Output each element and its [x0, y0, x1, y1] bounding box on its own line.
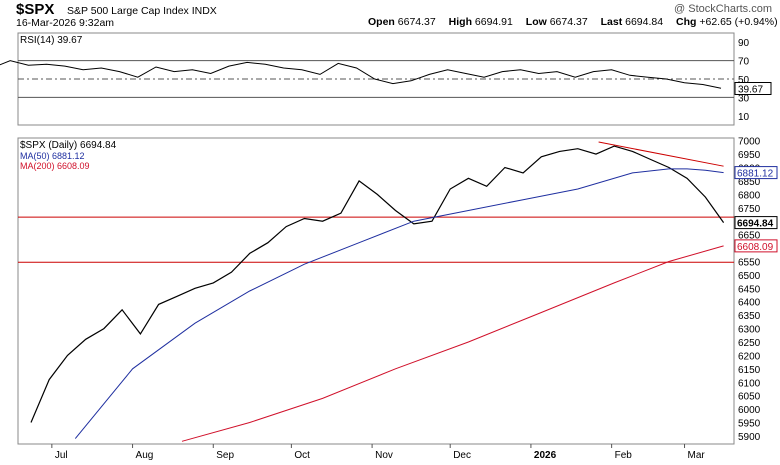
rsi-title: RSI(14) 39.67 — [20, 35, 83, 46]
series-ma-200- — [181, 245, 724, 442]
price-tick-label: 6000 — [738, 405, 761, 416]
trendline — [598, 141, 724, 167]
legend-ma50: MA(50) 6881.12 — [20, 151, 85, 161]
x-tick-label: Sep — [216, 450, 234, 461]
price-tick-label: 6950 — [738, 150, 761, 161]
price-tick-label: 6300 — [738, 325, 761, 336]
rsi-last-box — [734, 82, 772, 96]
series--spx-daily- — [30, 145, 725, 423]
rsi-tick-label: 90 — [738, 38, 750, 49]
last-label-ma50: 6881.12 — [737, 169, 774, 180]
x-tick-label: Feb — [615, 450, 633, 461]
quote-date: 16-Mar-2026 9:32am — [16, 17, 115, 29]
price-tick-label: 6800 — [738, 190, 761, 201]
last-box-price — [734, 216, 778, 230]
legend-price: $SPX (Daily) 6694.84 — [20, 140, 117, 151]
watermark: @ StockCharts.com — [674, 3, 772, 15]
x-tick-label: Aug — [136, 450, 154, 461]
high-label: High — [448, 16, 472, 28]
last-value: 6694.84 — [625, 16, 664, 28]
price-tick-label: 6200 — [738, 351, 761, 362]
series-ma-50- — [74, 168, 724, 439]
price-frame — [17, 137, 735, 445]
price-tick-label: 6150 — [738, 365, 761, 376]
rsi-tick-label: 30 — [738, 93, 750, 104]
price-tick-label: 6450 — [738, 284, 761, 295]
x-tick-label: Oct — [294, 450, 310, 461]
price-tick-label: 6250 — [738, 338, 761, 349]
index-name: S&P 500 Large Cap Index INDX — [67, 5, 217, 17]
rsi-tick-label: 70 — [738, 57, 750, 68]
high-value: 6694.91 — [474, 16, 513, 28]
low-value: 6674.37 — [549, 16, 588, 28]
price-tick-label: 6050 — [738, 392, 761, 403]
price-tick-label: 6650 — [738, 231, 761, 242]
rsi-line — [0, 60, 722, 89]
x-tick-label: 2026 — [534, 450, 557, 461]
chg-value: +62.65 (+0.94%) — [699, 16, 778, 28]
price-tick-label: 6400 — [738, 298, 761, 309]
price-tick-label: 6500 — [738, 271, 761, 282]
symbol-title: $SPX — [16, 1, 55, 18]
x-tick-label: Mar — [688, 450, 706, 461]
chg-label: Chg — [676, 16, 697, 28]
open-label: Open — [368, 16, 395, 28]
price-tick-label: 6850 — [738, 177, 761, 188]
price-tick-label: 7000 — [738, 137, 761, 148]
x-tick-label: Jul — [55, 450, 68, 461]
chart-header: $SPX S&P 500 Large Cap Index INDX 16-Mar… — [0, 0, 780, 30]
last-label-ma200: 6608.09 — [737, 242, 774, 253]
price-tick-label: 6750 — [738, 204, 761, 215]
rsi-tick-label: 10 — [738, 112, 750, 123]
x-tick-label: Dec — [453, 450, 471, 461]
last-label-price: 6694.84 — [737, 219, 774, 230]
price-tick-label: 6350 — [738, 311, 761, 322]
last-label: Last — [600, 16, 623, 28]
low-label: Low — [525, 16, 547, 28]
legend-ma200: MA(200) 6608.09 — [20, 161, 90, 171]
x-tick-label: Nov — [375, 450, 393, 461]
price-tick-label: 5900 — [738, 432, 761, 443]
last-box-ma50 — [734, 166, 778, 180]
price-tick-label: 6100 — [738, 378, 761, 389]
price-tick-label: 6550 — [738, 257, 761, 268]
rsi-tick-label: 50 — [738, 75, 750, 86]
rsi-last-label: 39.67 — [738, 85, 763, 96]
quote-summary: Open 6674.37 High 6694.91 Low 6674.37 La… — [368, 16, 778, 28]
last-box-ma200 — [734, 239, 778, 253]
price-tick-label: 5950 — [738, 419, 761, 430]
open-value: 6674.37 — [397, 16, 436, 28]
